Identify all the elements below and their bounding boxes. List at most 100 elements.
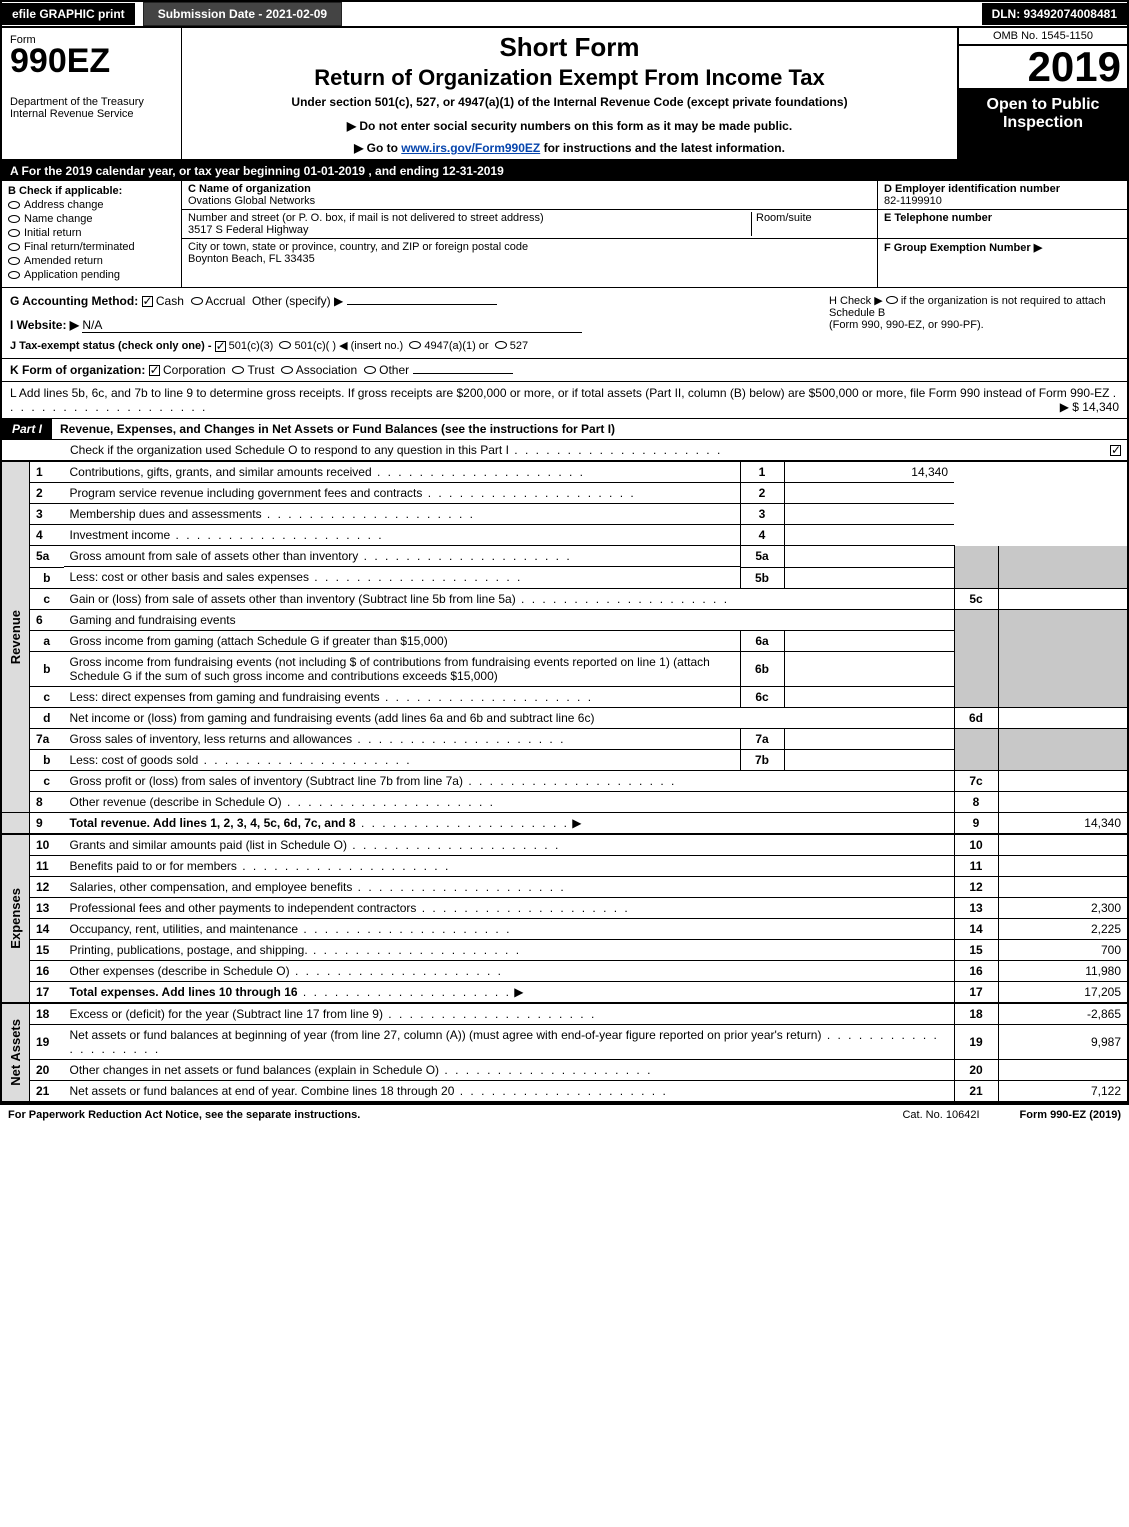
row-2: 2Program service revenue including gover…: [1, 483, 1128, 504]
street-value: 3517 S Federal Highway: [188, 224, 308, 236]
row-11: 11Benefits paid to or for members11: [1, 855, 1128, 876]
row-16: 16Other expenses (describe in Schedule O…: [1, 960, 1128, 981]
efile-print[interactable]: efile GRAPHIC print: [2, 3, 135, 25]
row-1: Revenue 1 Contributions, gifts, grants, …: [1, 462, 1128, 483]
website-row: I Website: ▶ N/A: [10, 318, 819, 333]
chk-name[interactable]: Name change: [8, 213, 175, 225]
irs-link[interactable]: www.irs.gov/Form990EZ: [401, 141, 540, 155]
b-header: B Check if applicable:: [8, 185, 175, 197]
schedule-o-checkbox[interactable]: [1110, 445, 1121, 456]
h-text3: (Form 990, 990-EZ, or 990-PF).: [829, 319, 984, 331]
h-text1: H Check ▶: [829, 295, 883, 307]
row-5c: cGain or (loss) from sale of assets othe…: [1, 588, 1128, 609]
j-4947-checkbox[interactable]: [409, 341, 421, 349]
open-public-inspection: Open to Public Inspection: [959, 90, 1127, 159]
row-20: 20Other changes in net assets or fund ba…: [1, 1059, 1128, 1080]
accrual-checkbox[interactable]: [191, 297, 203, 305]
row-6: 6Gaming and fundraising events: [1, 609, 1128, 630]
g-label: G Accounting Method:: [10, 294, 138, 308]
netassets-vlabel: Net Assets: [8, 1019, 23, 1086]
city-label: City or town, state or province, country…: [188, 241, 528, 253]
expenses-vlabel: Expenses: [8, 888, 23, 949]
row-14: 14Occupancy, rent, utilities, and mainte…: [1, 918, 1128, 939]
part1-check-row: Check if the organization used Schedule …: [0, 440, 1129, 462]
j-501c-checkbox[interactable]: [279, 341, 291, 349]
return-title: Return of Organization Exempt From Incom…: [190, 65, 949, 91]
cat-no: Cat. No. 10642I: [862, 1109, 1019, 1121]
row-21: 21Net assets or fund balances at end of …: [1, 1080, 1128, 1102]
j-label: J Tax-exempt status (check only one) -: [10, 340, 212, 352]
street-label: Number and street (or P. O. box, if mail…: [188, 212, 544, 224]
row-18: Net Assets18Excess or (deficit) for the …: [1, 1003, 1128, 1025]
ellipse-icon: [8, 229, 20, 237]
submission-date-button[interactable]: Submission Date - 2021-02-09: [143, 2, 342, 26]
top-bar: efile GRAPHIC print Submission Date - 20…: [0, 0, 1129, 28]
ssn-warning: ▶ Do not enter social security numbers o…: [190, 119, 949, 133]
part1-header: Part I Revenue, Expenses, and Changes in…: [0, 419, 1129, 440]
l-text: L Add lines 5b, 6c, and 7b to line 9 to …: [10, 386, 1109, 400]
k-assoc-checkbox[interactable]: [281, 366, 293, 374]
section-d: D Employer identification number 82-1199…: [877, 181, 1127, 287]
row-6d: dNet income or (loss) from gaming and fu…: [1, 707, 1128, 728]
efile-label: efile GRAPHIC print: [12, 7, 125, 21]
j-527-checkbox[interactable]: [495, 341, 507, 349]
chk-amended[interactable]: Amended return: [8, 255, 175, 267]
short-form-title: Short Form: [190, 32, 949, 63]
l-value: ▶ $ 14,340: [1060, 400, 1119, 414]
chk-address[interactable]: Address change: [8, 199, 175, 211]
telephone-label: E Telephone number: [884, 212, 992, 224]
k-trust-checkbox[interactable]: [232, 366, 244, 374]
row-4: 4Investment income4: [1, 525, 1128, 546]
section-b: B Check if applicable: Address change Na…: [2, 181, 182, 287]
chk-initial[interactable]: Initial return: [8, 227, 175, 239]
lines-table: Revenue 1 Contributions, gifts, grants, …: [0, 462, 1129, 1103]
irs-label: Internal Revenue Service: [10, 108, 173, 120]
ein-value: 82-1199910: [884, 195, 942, 207]
j-row: J Tax-exempt status (check only one) - 5…: [10, 339, 819, 352]
group-exemption-label: F Group Exemption Number ▶: [884, 242, 1042, 254]
ellipse-icon: [8, 257, 20, 265]
row-9: 9Total revenue. Add lines 1, 2, 3, 4, 5c…: [1, 812, 1128, 834]
form-ref: Form 990-EZ (2019): [1020, 1109, 1121, 1121]
row-8: 8Other revenue (describe in Schedule O)8: [1, 791, 1128, 812]
row-3: 3Membership dues and assessments3: [1, 504, 1128, 525]
city-value: Boynton Beach, FL 33435: [188, 253, 315, 265]
i-label: I Website: ▶: [10, 318, 79, 332]
ellipse-icon: [8, 243, 20, 251]
header-center: Short Form Return of Organization Exempt…: [182, 28, 957, 159]
org-name: Ovations Global Networks: [188, 195, 315, 207]
row-10: Expenses10Grants and similar amounts pai…: [1, 834, 1128, 856]
room-suite-label: Room/suite: [751, 212, 871, 236]
page-footer: For Paperwork Reduction Act Notice, see …: [0, 1103, 1129, 1125]
chk-pending[interactable]: Application pending: [8, 269, 175, 281]
info-block: B Check if applicable: Address change Na…: [0, 181, 1129, 288]
accounting-method-row: G Accounting Method: Cash Accrual Other …: [10, 294, 819, 308]
h-section: H Check ▶ if the organization is not req…: [819, 294, 1119, 352]
cash-checkbox[interactable]: [142, 296, 153, 307]
goto-suffix: for instructions and the latest informat…: [544, 141, 785, 155]
part1-label: Part I: [2, 419, 52, 439]
c-name-label: C Name of organization: [188, 183, 311, 195]
row-13: 13Professional fees and other payments t…: [1, 897, 1128, 918]
header-left: Form 990EZ Department of the Treasury In…: [2, 28, 182, 159]
row-7c: cGross profit or (loss) from sales of in…: [1, 770, 1128, 791]
tax-year-bar: A For the 2019 calendar year, or tax yea…: [0, 161, 1129, 181]
header-right: OMB No. 1545-1150 2019 Open to Public In…: [957, 28, 1127, 159]
revenue-vlabel: Revenue: [8, 610, 23, 664]
chk-final[interactable]: Final return/terminated: [8, 241, 175, 253]
ein-label: D Employer identification number: [884, 183, 1060, 195]
j-501c3-checkbox[interactable]: [215, 341, 226, 352]
k-other-checkbox[interactable]: [364, 366, 376, 374]
goto-prefix: ▶ Go to: [354, 141, 401, 155]
other-specify-field[interactable]: [347, 304, 497, 305]
tax-year: 2019: [959, 46, 1127, 90]
h-checkbox[interactable]: [886, 296, 898, 304]
k-corp-checkbox[interactable]: [149, 365, 160, 376]
section-c: C Name of organization Ovations Global N…: [182, 181, 877, 287]
row-5a: 5aGross amount from sale of assets other…: [1, 546, 1128, 568]
ellipse-icon: [8, 201, 20, 209]
k-other-field[interactable]: [413, 373, 513, 374]
dept-label: Department of the Treasury: [10, 96, 173, 108]
ellipse-icon: [8, 215, 20, 223]
form-number: 990EZ: [10, 44, 173, 78]
